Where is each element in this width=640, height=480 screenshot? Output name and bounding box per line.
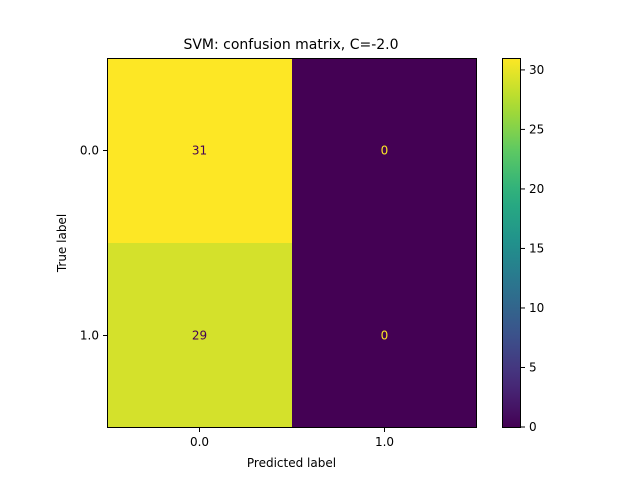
y-tick-label: 0.0 bbox=[80, 144, 99, 158]
heatmap-cell bbox=[107, 58, 292, 243]
colorbar-ticks: 0 5 10 15 20 25 30 bbox=[521, 63, 544, 434]
cell-value-label: 0 bbox=[381, 329, 389, 343]
colorbar-tick-label: 25 bbox=[529, 122, 544, 136]
x-tick-label: 0.0 bbox=[190, 435, 209, 449]
colorbar-tick-label: 0 bbox=[529, 420, 537, 434]
colorbar bbox=[502, 58, 521, 427]
colorbar-frame bbox=[502, 58, 521, 428]
cell-value-label: 31 bbox=[192, 144, 207, 158]
y-axis-label: True label bbox=[55, 214, 69, 273]
colorbar-tick-label: 15 bbox=[529, 241, 544, 255]
chart-title: SVM: confusion matrix, C=-2.0 bbox=[183, 37, 398, 53]
colorbar-tick-label: 30 bbox=[529, 63, 544, 77]
x-axis-label: Predicted label bbox=[247, 456, 336, 470]
cell-value-labels: 31 0 29 0 bbox=[192, 144, 388, 343]
y-axis: 0.0 1.0 bbox=[80, 144, 107, 343]
y-tick-label: 1.0 bbox=[80, 329, 99, 343]
heatmap-cells bbox=[107, 58, 477, 428]
colorbar-tick-label: 10 bbox=[529, 301, 544, 315]
x-tick-label: 1.0 bbox=[375, 435, 394, 449]
heatmap-cell bbox=[292, 58, 477, 243]
heatmap-cell bbox=[292, 243, 477, 428]
colorbar-tick-label: 5 bbox=[529, 360, 537, 374]
x-axis: 0.0 1.0 bbox=[190, 428, 394, 449]
cell-value-label: 29 bbox=[192, 329, 207, 343]
heatmap-cell bbox=[107, 243, 292, 428]
plot-frame bbox=[107, 58, 477, 428]
cell-value-label: 0 bbox=[381, 144, 389, 158]
colorbar-tick-label: 20 bbox=[529, 182, 544, 196]
